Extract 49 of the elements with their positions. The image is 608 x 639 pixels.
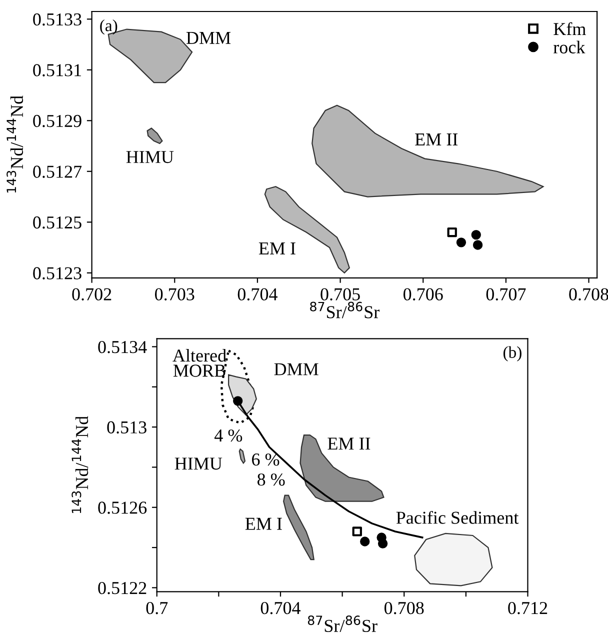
annotation: EM I [258,242,296,254]
annotation: HIMU [174,458,222,470]
annotation: Altered MORB [172,348,226,377]
x-tick-label: 0.702 [72,288,112,300]
y-tick-label: 0.5126 [98,502,147,514]
chart-title: (a) [100,19,118,35]
x-tick-label: 0.706 [403,288,443,300]
x-tick-label: 0.704 [238,288,278,300]
y-tick-label: 0.5125 [33,216,82,229]
y-tick-label: 0.5127 [33,166,82,178]
x-axis-title: $^{87}$Sr/$^{86}$Sr [308,616,378,632]
annotation: EM II [415,134,458,146]
y-tick-label: 0.513 [107,421,146,434]
x-axis-title: $^{87}$Sr/$^{86}$Sr [310,302,380,318]
x-tick-label: 0.707 [486,288,526,300]
annotation: 4 % [214,429,242,442]
point [352,526,362,536]
x-tick-label: 0.712 [508,602,548,614]
y-tick-label: 0.5123 [33,267,82,280]
annotation: EM I [245,518,282,530]
annotation: DMM [186,32,231,44]
x-tick-label: 0.708 [569,288,608,300]
annotation: Pacific Sediment [396,510,519,524]
legend-label: Kfm [554,22,586,35]
y-axis-title: $^{143}$Nd/$^{144}$Nd [6,96,24,193]
x-tick-label: 0.705 [320,288,360,300]
x-tick-label: 0.704 [260,602,301,614]
x-tick-label: 0.7 [146,602,168,614]
y-tick-label: 0.5133 [33,13,82,26]
x-tick-label: 0.703 [155,288,194,300]
x-tick-label: 0.708 [384,602,424,614]
point [471,230,481,240]
y-tick-label: 0.5134 [98,340,147,354]
annotation: DMM [274,363,318,376]
y-tick-label: 0.5122 [98,582,146,594]
annotation: HIMU [126,151,174,164]
point [472,240,483,250]
annotation: 6 % [252,453,280,466]
point [456,238,466,248]
point [360,536,370,546]
annotation: 8 % [257,473,285,486]
y-axis-title: $^{143}$Nd/$^{144}$Nd [72,416,88,514]
annotation: EM II [328,438,370,450]
y-tick-label: 0.5129 [33,114,82,128]
chart-title: (b) [503,346,522,362]
point [378,538,388,548]
y-tick-label: 0.5131 [33,64,81,76]
legend-label: rock [553,40,586,54]
point [447,227,457,238]
